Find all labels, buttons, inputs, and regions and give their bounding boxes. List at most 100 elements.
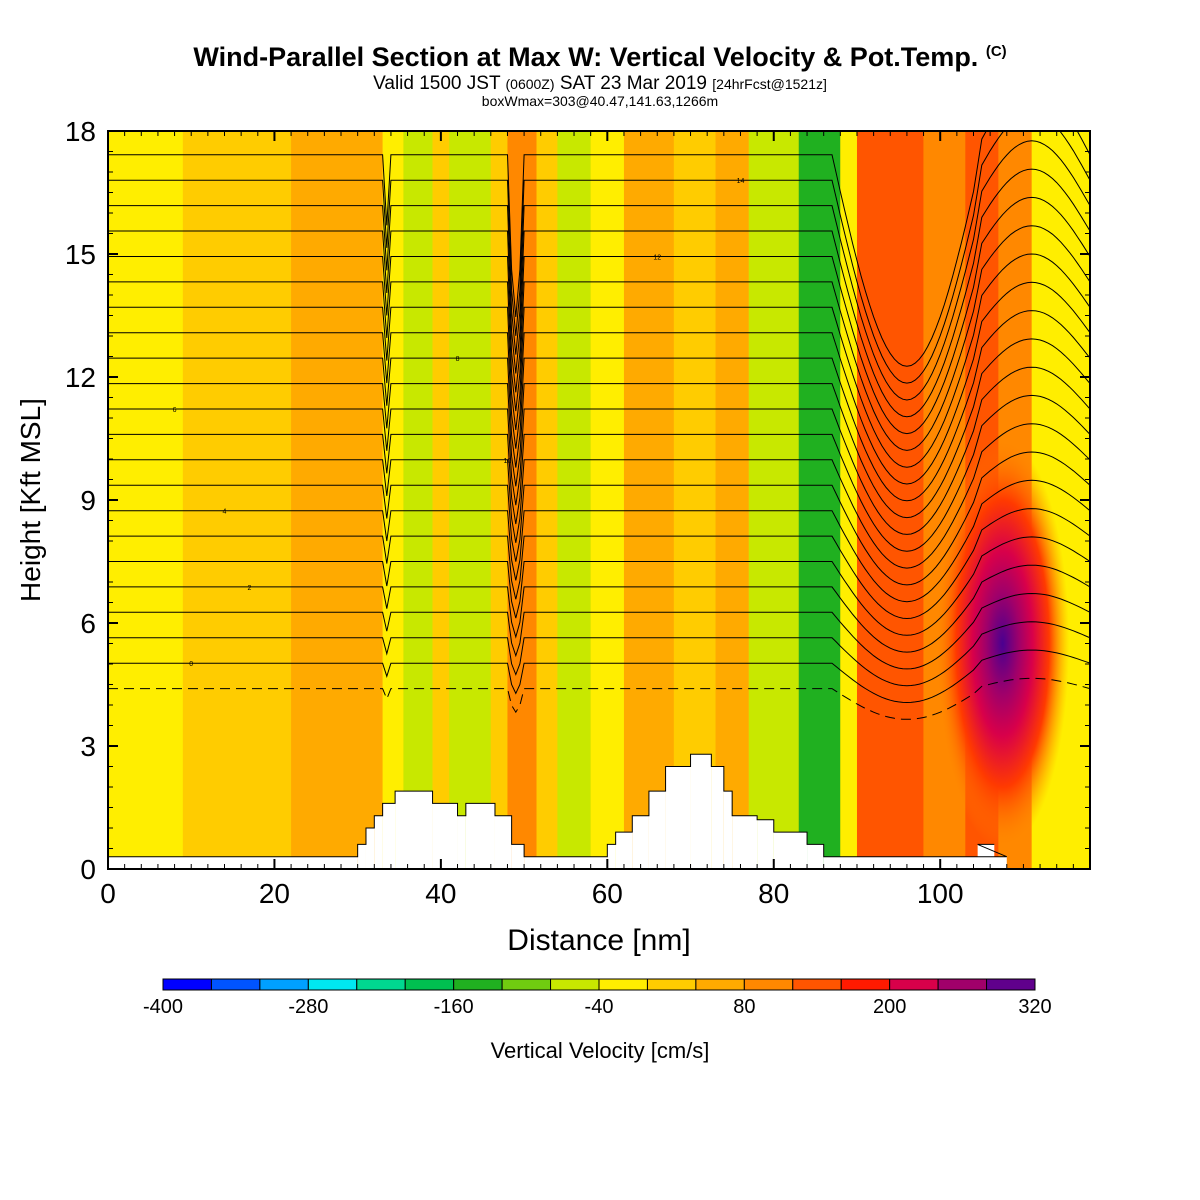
velocity-band [856, 131, 924, 869]
colorbar-tick-label: -280 [288, 996, 328, 1018]
chart-subtitle: Valid 1500 JST (0600Z) SAT 23 Mar 2019 [… [373, 73, 827, 94]
colorbar-swatch [695, 978, 745, 991]
y-axis-label: Height [Kft MSL] [15, 398, 46, 602]
terrain-step [773, 832, 808, 869]
y-tick-label: 15 [65, 239, 96, 270]
y-tick-label: 6 [80, 608, 96, 639]
theta-label: 14 [737, 178, 745, 185]
terrain-step [648, 791, 666, 869]
theta-label: 0 [189, 661, 193, 668]
isentrope [108, 310, 1090, 502]
colorbar-swatch [889, 978, 939, 991]
colorbar-swatch [550, 978, 600, 991]
velocity-band [536, 131, 558, 869]
chart-title: Wind-Parallel Section at Max W: Vertical… [193, 42, 1007, 72]
isentrope [108, 423, 1090, 569]
colorbar-swatch [840, 978, 891, 991]
colorbar-swatch [986, 978, 1036, 991]
theta-contour-labels: 0 2 4 6 8 10 12 14 [173, 178, 745, 668]
terrain-step [524, 856, 608, 869]
x-tick-label: 20 [259, 878, 290, 909]
terrain-step [365, 828, 375, 869]
x-tick-label: 0 [100, 878, 116, 909]
theta-label: 12 [653, 254, 661, 261]
isentrope [108, 621, 1090, 687]
velocity-band [449, 131, 491, 869]
terrain-step [757, 819, 774, 869]
isentrope [108, 508, 1090, 620]
isentrope [108, 253, 1090, 468]
terrain-step [807, 844, 824, 869]
terrain-step [511, 844, 525, 869]
colorbar-swatch [501, 978, 552, 991]
colorbar-swatch [162, 978, 212, 991]
colorbar-tick-label: -400 [143, 996, 183, 1018]
updraft-core [936, 438, 1070, 849]
isentrope [108, 451, 1090, 586]
terrain-step [465, 803, 495, 869]
velocity-band [432, 131, 450, 869]
colorbar-swatch [792, 978, 842, 991]
colorbar-tick-label: -160 [434, 996, 474, 1018]
terrain-outline [108, 753, 1007, 858]
velocity-band [715, 131, 749, 869]
vertical-velocity-field [108, 131, 1090, 869]
terrain-step [632, 815, 649, 869]
theta-label: 8 [456, 356, 460, 363]
velocity-band [182, 131, 292, 869]
y-tick-label: 12 [65, 362, 96, 393]
y-tick-label: 18 [65, 116, 96, 147]
velocity-band [590, 131, 624, 869]
colorbar-swatch [453, 978, 503, 991]
terrain-step [723, 791, 733, 869]
isentrope [108, 394, 1090, 552]
colorbar-swatch [646, 978, 697, 991]
isentrope [108, 140, 1090, 401]
colorbar-swatch [404, 978, 455, 991]
chart-box-wmax: boxWmax=303@40.47,141.63,1266m [481, 93, 719, 109]
terrain-step [108, 856, 358, 869]
colorbar-swatch [937, 978, 988, 991]
terrain-step [382, 803, 396, 869]
isentrope [108, 649, 1090, 704]
theta-label: 2 [248, 585, 252, 592]
velocity-band [108, 131, 183, 869]
x-tick-label: 100 [917, 878, 964, 909]
velocity-band [403, 131, 433, 869]
terrain-step [357, 844, 366, 869]
velocity-band [623, 131, 674, 869]
isentrope [108, 281, 1090, 485]
isentrope [108, 536, 1090, 636]
y-tick-label: 3 [80, 731, 96, 762]
x-tick-label: 40 [425, 878, 456, 909]
velocity-band [291, 131, 383, 869]
terrain-step [732, 815, 758, 869]
x-axis: 0 20 40 60 80 100 [100, 131, 1091, 909]
terrain-step [665, 766, 691, 869]
terrain-step [690, 754, 712, 869]
terrain-step [607, 844, 616, 869]
velocity-band [557, 131, 591, 869]
x-axis-label: Distance [nm] [507, 924, 690, 957]
colorbar-label: Vertical Velocity [cm/s] [491, 1038, 710, 1063]
velocity-band [748, 131, 799, 869]
y-axis: 0 3 6 9 12 15 18 [65, 116, 1090, 885]
colorbar-tick-label: 80 [733, 996, 755, 1018]
isentrope [108, 131, 1090, 384]
theta-label: 4 [223, 509, 227, 516]
velocity-band [382, 131, 404, 869]
terrain-step [711, 766, 724, 869]
isentrope [108, 225, 1090, 451]
colorbar-swatch [356, 978, 406, 991]
velocity-band [490, 131, 508, 869]
terrain-step [457, 815, 466, 869]
y-tick-label: 0 [80, 854, 96, 885]
terrain-step [823, 856, 1007, 869]
colorbar-swatch [259, 978, 309, 991]
colorbar-tick-label: 320 [1018, 996, 1051, 1018]
colorbar-tick-label: 200 [873, 996, 906, 1018]
x-tick-label: 60 [592, 878, 623, 909]
velocity-band [673, 131, 716, 869]
colorbar-swatch [598, 978, 648, 991]
terrain-step [374, 815, 383, 869]
